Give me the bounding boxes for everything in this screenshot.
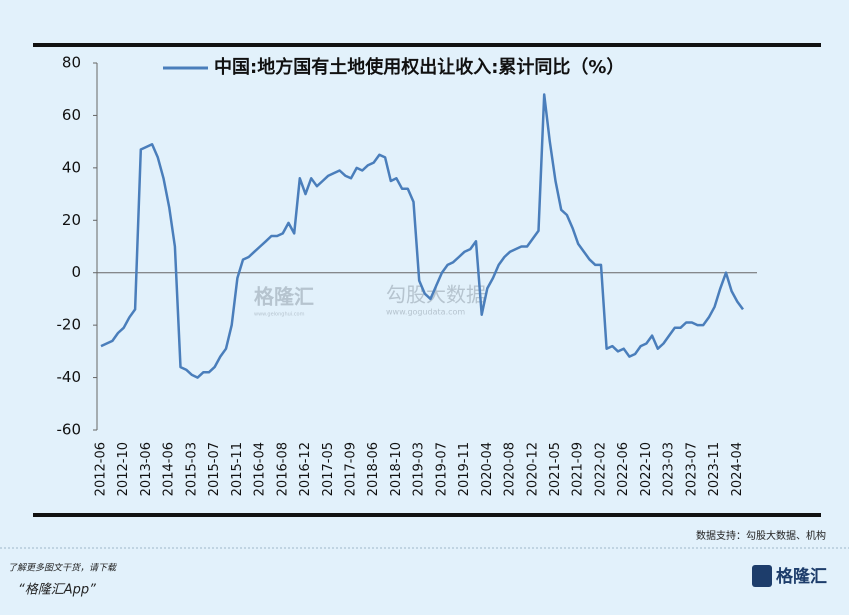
watermark-brand: 格隆汇 [254,285,314,309]
y-tick-label: -40 [57,368,82,386]
y-tick-label: 0 [71,263,81,281]
y-tick-label: -20 [57,316,82,334]
x-tick-label: 2015-07 [207,442,222,496]
logo-icon [752,565,772,587]
x-tick-label: 2020-08 [503,442,518,496]
watermark-url: www.gelonghui.com [254,312,305,318]
x-tick-label: 2018-06 [366,442,381,496]
x-tick-label: 2019-07 [434,442,449,496]
x-tick-label: 2019-03 [412,442,427,496]
footer-logo: 格隆汇 [776,566,827,587]
x-tick-label: 2016-12 [298,442,313,496]
x-tick-label: 2019-11 [457,442,472,496]
x-tick-label: 2016-04 [253,442,268,496]
x-tick-label: 2023-07 [684,442,699,496]
x-tick-label: 2012-10 [116,442,131,496]
source: 数据支持：勾股大数据、机构 [696,529,826,542]
x-tick-label: 2022-02 [593,442,608,496]
x-tick-label: 2015-03 [184,442,199,496]
x-tick-label: 2018-10 [389,442,404,496]
y-tick-label: 40 [62,158,81,176]
x-tick-label: 2024-04 [730,442,745,496]
x-tick-label: 2022-06 [616,442,631,496]
x-tick-label: 2013-06 [139,442,154,496]
x-tick-label: 2020-04 [480,442,495,496]
footer-line2: “格隆汇App” [18,583,96,598]
legend-label: 中国:地方国有土地使用权出让收入:累计同比（%） [214,56,624,78]
series-line [100,93,745,379]
x-tick-label: 2017-09 [343,442,358,496]
x-tick-label: 2014-06 [162,442,177,496]
x-tick-label: 2020-12 [525,442,540,496]
y-tick-label: 20 [62,211,81,229]
y-tick-label: 80 [62,54,81,72]
bottom-rule [33,513,821,517]
x-tick-label: 2017-05 [321,442,336,496]
x-tick-label: 2023-03 [662,442,677,496]
x-tick-label: 2022-10 [639,442,654,496]
x-tick-label: 2012-06 [94,442,109,496]
x-tick-label: 2021-09 [571,442,586,496]
y-tick-label: 60 [62,106,81,124]
x-tick-label: 2023-11 [707,442,722,496]
footer-line1: 了解更多图文干货，请下载 [8,563,117,574]
x-tick-label: 2021-05 [548,442,563,496]
x-tick-label: 2015-11 [230,442,245,496]
watermark-partner-url: www.gogudata.com [386,308,465,317]
y-tick-label: -60 [57,421,82,439]
x-tick-label: 2016-08 [275,442,290,496]
top-rule [33,43,821,47]
